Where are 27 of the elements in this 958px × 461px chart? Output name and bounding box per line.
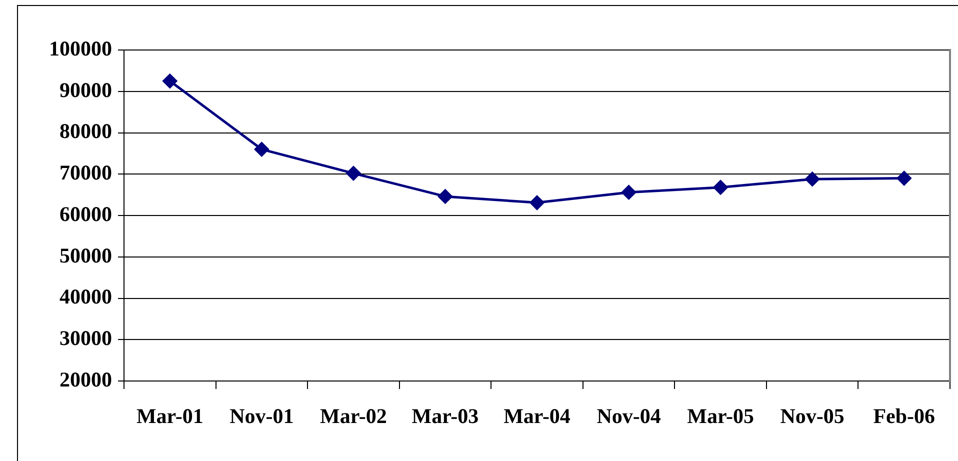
point <box>530 195 544 210</box>
point <box>254 142 270 157</box>
point <box>162 74 178 89</box>
x-tick-label: Mar-03 <box>412 404 479 428</box>
x-tick-label: Nov-04 <box>596 404 662 428</box>
x-tick-label: Mar-05 <box>687 404 754 428</box>
y-tick-label: 20000 <box>60 367 112 392</box>
y-tick-label: 40000 <box>60 284 112 309</box>
x-tick-label: Nov-05 <box>780 404 844 428</box>
point <box>621 184 636 200</box>
y-tick-label: 80000 <box>60 119 112 144</box>
x-tick-label: Feb-06 <box>873 404 936 428</box>
x-tick-label: Nov-01 <box>230 404 294 428</box>
y-tick-label: 60000 <box>60 202 112 226</box>
point <box>438 188 453 204</box>
y-tick-label: 30000 <box>60 326 112 350</box>
point <box>346 166 361 181</box>
point <box>896 170 912 186</box>
y-tick-label: 100000 <box>49 36 112 60</box>
y-tick-label: 90000 <box>60 78 112 102</box>
x-tick-label: Mar-01 <box>136 404 204 428</box>
x-tick-label: Mar-04 <box>504 404 571 428</box>
y-tick-label: 70000 <box>60 160 112 185</box>
y-tick-label: 50000 <box>60 243 112 268</box>
point <box>713 180 728 195</box>
x-tick-label: Mar-02 <box>320 404 387 428</box>
point <box>804 172 820 187</box>
